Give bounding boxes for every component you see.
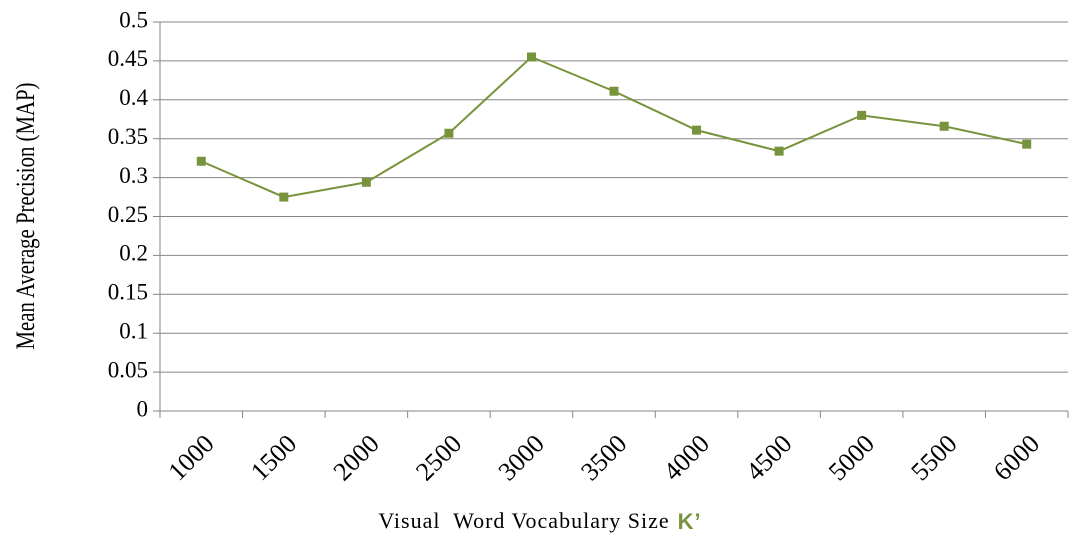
y-tick-label: 0 [137, 396, 149, 421]
point-marker [939, 121, 949, 131]
point-marker [361, 177, 371, 187]
x-axis-label: Visual Word Vocabulary Size K’ [378, 508, 701, 534]
y-tick-label: 0.05 [108, 357, 148, 382]
point-marker [692, 125, 702, 135]
y-tick-label: 0.15 [108, 280, 148, 305]
x-tick-label: 2500 [410, 429, 467, 486]
point-marker [1022, 139, 1032, 149]
point-marker [774, 146, 784, 156]
y-tick-label: 0.45 [108, 46, 148, 71]
point-marker [444, 128, 454, 138]
point-marker [857, 110, 867, 120]
y-tick-label: 0.3 [119, 163, 148, 188]
point-marker [279, 192, 289, 202]
y-tick-label: 0.1 [119, 318, 148, 343]
x-tick-label: 2000 [328, 429, 385, 486]
y-tick-label: 0.2 [119, 241, 148, 266]
x-tick-label: 4000 [658, 429, 715, 486]
x-tick-label: 6000 [988, 429, 1045, 486]
y-tick-label: 0.35 [108, 124, 148, 149]
x-tick-label: 4500 [740, 429, 797, 486]
x-tick-label: 1500 [245, 429, 302, 486]
x-tick-label: 1000 [162, 429, 219, 486]
x-tick-label: 5000 [823, 429, 880, 486]
y-tick-label: 0.5 [119, 7, 148, 32]
series-line [200, 55, 1027, 199]
x-axis-label-text: Visual Word Vocabulary Size [378, 508, 669, 533]
point-marker [609, 86, 619, 96]
y-axis-label: Mean Average Precision (MAP) [12, 83, 41, 350]
y-tick-label: 0.4 [119, 85, 148, 110]
x-tick-label: 3000 [493, 429, 550, 486]
point-marker [196, 156, 206, 166]
x-tick-label: 5500 [905, 429, 962, 486]
x-tick-label: 3500 [575, 429, 632, 486]
x-axis-label-symbol: K’ [678, 509, 702, 534]
point-marker [526, 52, 536, 62]
y-tick-label: 0.25 [108, 202, 148, 227]
